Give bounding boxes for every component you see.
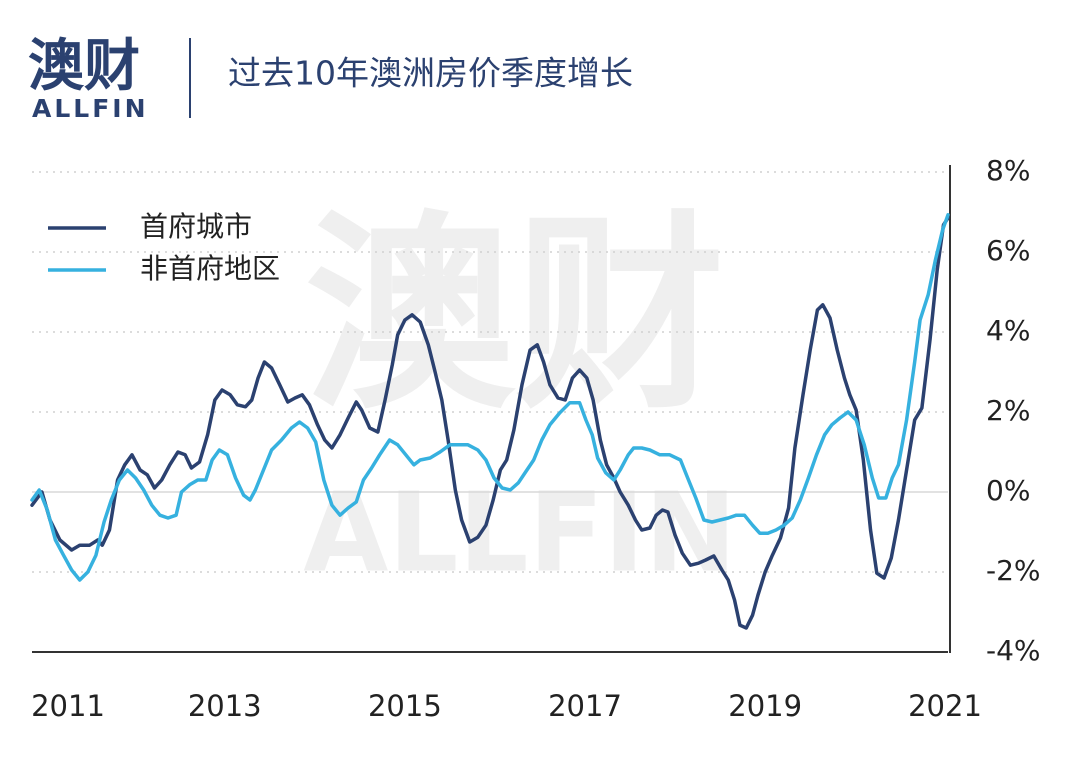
plot: -4% -2% 0% 2% 4% 6% 8% 2011 2013 2015 2017 2019 2021… — [30, 154, 1041, 723]
x-tick-label: 2019 — [728, 689, 802, 723]
y-tick-label: -4% — [986, 634, 1041, 667]
watermark-sub: ALLFIN — [303, 468, 736, 596]
y-tick-label: 4% — [986, 314, 1030, 347]
y-tick-label: 0% — [986, 474, 1030, 507]
legend-label: 非首府地区 — [140, 252, 280, 285]
watermark: 澳财 ALLFIN — [303, 193, 736, 597]
y-tick-label: -2% — [986, 554, 1041, 587]
y-tick-label: 2% — [986, 394, 1030, 427]
x-tick-label: 2017 — [548, 689, 622, 723]
x-tick-label: 2021 — [908, 689, 982, 723]
x-tick-label: 2011 — [31, 689, 105, 723]
y-tick-label: 8% — [986, 154, 1030, 187]
watermark-main: 澳财 — [305, 193, 725, 438]
x-tick-label: 2013 — [188, 689, 262, 723]
series-line — [30, 216, 950, 630]
y-tick-label: 6% — [986, 234, 1030, 267]
x-tick-label: 2015 — [368, 689, 442, 723]
series-line — [30, 213, 950, 582]
logo-sub: ALLFIN — [32, 94, 149, 123]
logo: 澳财 — [28, 34, 140, 99]
chart-title: 过去10年澳洲房价季度增长 — [228, 54, 633, 93]
legend-label: 首府城市 — [140, 210, 252, 243]
